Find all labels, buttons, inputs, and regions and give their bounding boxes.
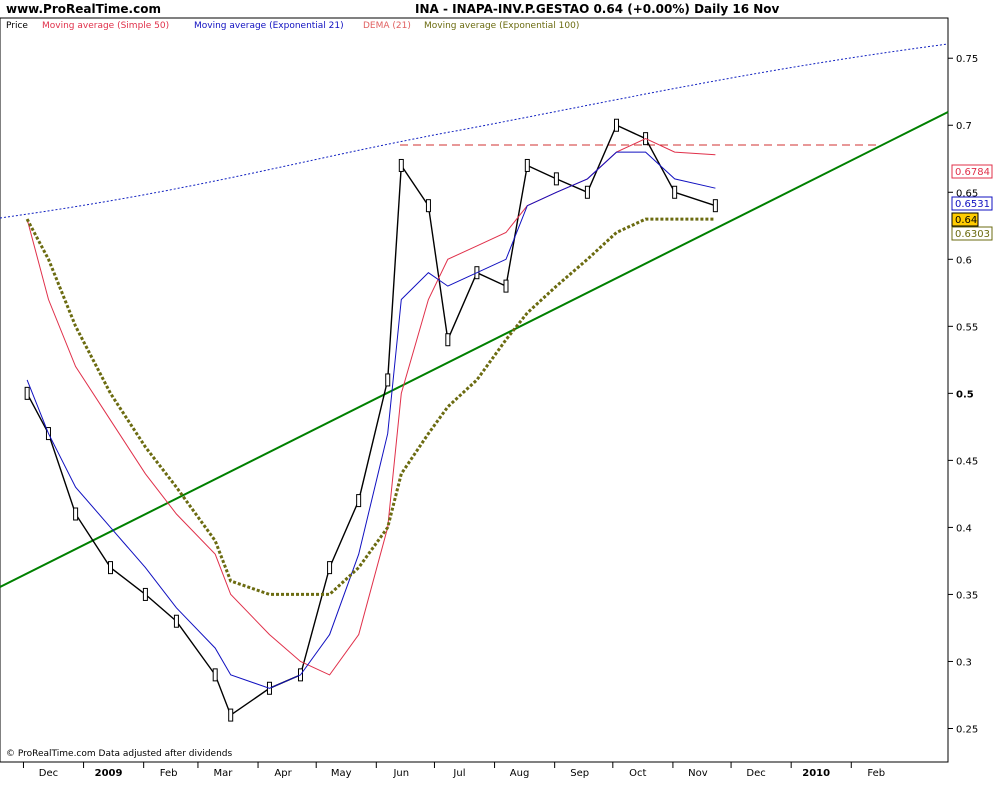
x-tick-label: Mar xyxy=(214,768,234,779)
tag-sma50 xyxy=(951,164,993,179)
price-bar xyxy=(385,373,391,387)
y-tick-label: 0.35 xyxy=(956,590,978,601)
series-ema21 xyxy=(26,151,716,689)
price-bar xyxy=(503,279,509,293)
tag-sma50-text: 0.6784 xyxy=(955,167,990,178)
y-tick-label: 0.5 xyxy=(956,389,974,400)
x-tick-label: Nov xyxy=(688,768,708,779)
price-bar xyxy=(524,158,530,172)
legend-ema21: Moving average (Exponential 21) xyxy=(194,21,344,31)
tag-ema100 xyxy=(951,226,993,241)
y-tick-label: 0.3 xyxy=(956,657,972,668)
legend-dema21: DEMA (21) xyxy=(363,21,411,31)
legend-price: Price xyxy=(6,21,28,31)
x-tick-label: Oct xyxy=(629,768,646,779)
y-ticks: 0.25 0.3 0.35 0.4 0.45 0.5 0.55 0.6 0.65 0.7 0.75 xyxy=(948,54,978,735)
tag-ema21 xyxy=(951,196,993,211)
x-tick-label: 2009 xyxy=(95,768,123,779)
price-bar xyxy=(228,708,234,722)
series-layer xyxy=(24,118,718,722)
price-bar xyxy=(398,158,404,172)
y-tick-label: 0.55 xyxy=(956,322,978,333)
x-tick-label: Apr xyxy=(274,768,292,779)
legend-ema100: Moving average (Exponential 100) xyxy=(424,21,579,31)
plot-frame xyxy=(0,17,949,763)
price-bar xyxy=(73,507,79,521)
price-bar xyxy=(584,185,590,199)
x-tick-label: Aug xyxy=(510,768,530,779)
legend-sma50: Moving average (Simple 50) xyxy=(42,21,169,31)
y-tick-label: 0.65 xyxy=(956,188,978,199)
tag-ema100-text: 0.6303 xyxy=(955,229,990,240)
footer-credit: © ProRealTime.com Data adjusted after di… xyxy=(6,749,232,759)
price-bar xyxy=(712,199,718,213)
x-tick-label: Sep xyxy=(570,768,589,779)
series-ema100 xyxy=(25,217,716,596)
y-tick-label: 0.75 xyxy=(956,54,978,65)
price-bar xyxy=(445,333,451,347)
y-tick-label: 0.45 xyxy=(956,456,978,467)
x-tick-label: Dec xyxy=(39,768,58,779)
price-bar xyxy=(356,494,362,508)
x-tick-label: Jun xyxy=(392,768,409,779)
price-bar xyxy=(553,172,559,186)
price-bar xyxy=(142,587,148,601)
y-tick-label: 0.7 xyxy=(956,121,972,132)
x-tick-label: Dec xyxy=(746,768,765,779)
x-tick-label: May xyxy=(331,768,352,779)
price-bar xyxy=(613,118,619,132)
tag-price xyxy=(951,212,979,227)
price-bar xyxy=(24,386,30,400)
tag-price-text: 0.64 xyxy=(955,215,977,226)
tag-ema21-text: 0.6531 xyxy=(955,199,990,210)
header-bar: www.ProRealTime.com INA - INAPA-INV.P.GE… xyxy=(0,0,1000,18)
support-trendline xyxy=(0,111,949,588)
upper-channel-line xyxy=(0,43,949,219)
x-tick-label: 2010 xyxy=(802,768,830,779)
x-tick-label: Feb xyxy=(867,768,885,779)
price-bar xyxy=(108,561,114,575)
price-bar xyxy=(327,561,333,575)
price-bar xyxy=(173,614,179,628)
x-tick-label: Jul xyxy=(452,768,465,779)
price-bar xyxy=(672,185,678,199)
y-tick-label: 0.25 xyxy=(956,724,978,735)
x-ticks: Dec 2009 Feb Mar Apr May Jun Jul Aug Sep Oct Nov Dec… xyxy=(22,762,885,779)
x-tick-label: Feb xyxy=(160,768,178,779)
price-bar xyxy=(212,668,218,682)
site-title[interactable]: www.ProRealTime.com xyxy=(6,2,161,16)
quote-title: INA - INAPA-INV.P.GESTAO 0.64 (+0.00%) D… xyxy=(415,2,780,16)
y-tick-label: 0.6 xyxy=(956,255,972,266)
price-bar xyxy=(425,199,431,213)
y-tick-label: 0.4 xyxy=(956,523,972,534)
